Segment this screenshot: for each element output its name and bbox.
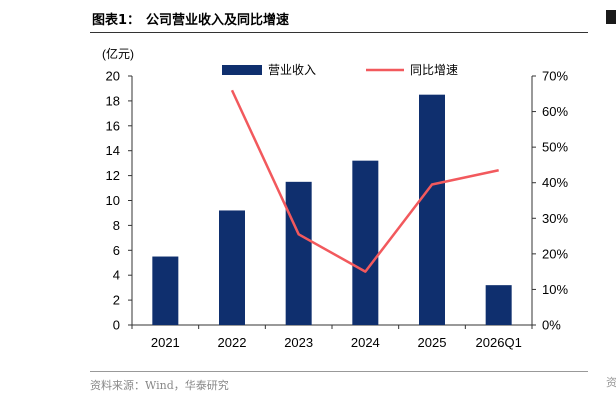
revenue-bar [219,210,245,325]
y-right-tick-label: 50% [542,140,568,155]
y-left-tick-label: 4 [113,268,120,283]
y-left-tick-label: 14 [106,143,120,158]
y-right-tick-label: 70% [542,69,568,84]
revenue-bar [286,182,312,325]
source-note: 资料来源：Wind，华泰研究 [90,377,229,393]
revenue-bar [486,285,512,325]
revenue-bar [352,161,378,325]
chart-title-text: 公司营业收入及同比增速 [146,13,289,28]
y-left-tick-label: 12 [106,168,120,183]
legend-label-revenue: 营业收入 [268,63,316,77]
legend-label-growth: 同比增速 [410,63,458,77]
y-right-tick-label: 0% [542,318,561,333]
next-figure-edge-mark [606,10,616,24]
x-tick-label: 2023 [284,335,313,350]
y-right-tick-label: 10% [542,282,568,297]
y-left-tick-label: 18 [106,93,120,108]
chart-title: 图表1： 公司营业收入及同比增速 [92,9,289,28]
y-left-tick-label: 0 [113,318,120,333]
y-right-tick-label: 40% [542,175,568,190]
revenue-bar [419,95,445,325]
y-left-tick-label: 20 [106,69,120,84]
x-tick-label: 2022 [218,335,247,350]
x-tick-label: 2026Q1 [476,335,522,350]
next-source-edge-glyph: 资 [606,374,616,388]
y-left-tick-label: 2 [113,293,120,308]
y-left-tick-label: 10 [106,193,120,208]
y-left-unit-label: (亿元) [102,46,134,61]
revenue-bar [152,257,178,325]
chart-area: 0 2 4 6 8 10 12 14 16 18 20 (亿元) 0% 10% 20% 30% 40% 50% 60… [0,32,616,372]
y-left-tick-label: 6 [113,243,120,258]
y-right-tick-label: 20% [542,246,568,261]
y-right-tick-label: 60% [542,104,568,119]
y-left-tick-label: 16 [106,118,120,133]
x-tick-label: 2025 [418,335,447,350]
legend-swatch-revenue [222,65,262,75]
y-right-tick-label: 30% [542,211,568,226]
x-tick-label: 2021 [151,335,180,350]
chart-title-bar: 图表1： 公司营业收入及同比增速 [90,6,588,33]
y-left-tick-label: 8 [113,218,120,233]
chart-title-label: 图表1： [92,13,140,28]
x-tick-label: 2024 [351,335,380,350]
combo-chart: 0 2 4 6 8 10 12 14 16 18 20 (亿元) 0% 10% 20% 30% 40% 50% 60… [0,32,616,372]
source-divider [90,371,588,372]
